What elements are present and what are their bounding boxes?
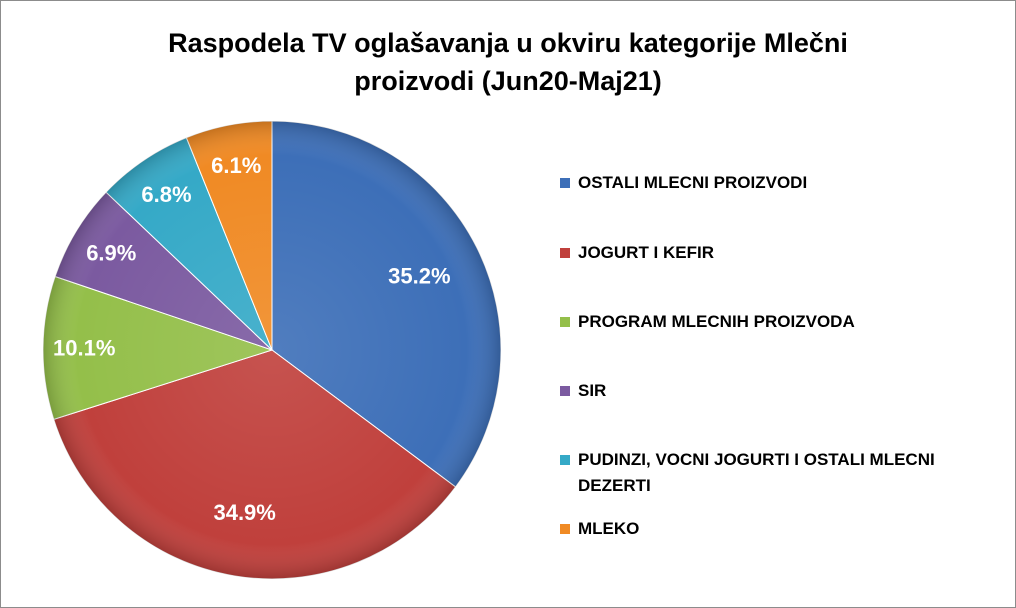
legend-swatch-2 xyxy=(560,317,570,327)
pie-data-label-2: 10.1% xyxy=(53,336,115,361)
legend-label-0: OSTALI MLECNI PROIZVODI xyxy=(578,173,808,192)
legend-label-5: MLEKO xyxy=(578,519,640,538)
legend-item-4: PUDINZI, VOCNI JOGURTI I OSTALI MLECNI D… xyxy=(560,447,1000,499)
legend-item-5: MLEKO xyxy=(560,516,1000,542)
chart-title: Raspodela TV oglašavanja u okviru katego… xyxy=(0,24,1016,100)
legend-label-2: PROGRAM MLECNIH PROIZVODA xyxy=(578,312,855,331)
legend-item-2: PROGRAM MLECNIH PROIZVODA xyxy=(560,309,1000,335)
chart-title-line-2: proizvodi (Jun20-Maj21) xyxy=(354,66,662,96)
pie-data-label-3: 6.9% xyxy=(86,240,136,265)
legend-swatch-3 xyxy=(560,386,570,396)
legend-label-4: PUDINZI, VOCNI JOGURTI I OSTALI MLECNI D… xyxy=(578,450,935,495)
legend-swatch-0 xyxy=(560,178,570,188)
chart-title-line-1: Raspodela TV oglašavanja u okviru katego… xyxy=(168,28,848,58)
pie-data-label-4: 6.8% xyxy=(141,182,191,207)
legend-swatch-1 xyxy=(560,248,570,258)
pie-data-label-5: 6.1% xyxy=(211,153,261,178)
legend-item-0: OSTALI MLECNI PROIZVODI xyxy=(560,170,1000,196)
legend-swatch-4 xyxy=(560,455,570,465)
legend-item-3: SIR xyxy=(560,378,1000,404)
legend-label-1: JOGURT I KEFIR xyxy=(578,243,715,262)
legend-swatch-5 xyxy=(560,524,570,534)
legend-item-1: JOGURT I KEFIR xyxy=(560,240,1000,266)
legend-label-3: SIR xyxy=(578,381,607,400)
pie-data-label-0: 35.2% xyxy=(388,264,450,289)
pie-data-label-1: 34.9% xyxy=(213,500,275,525)
